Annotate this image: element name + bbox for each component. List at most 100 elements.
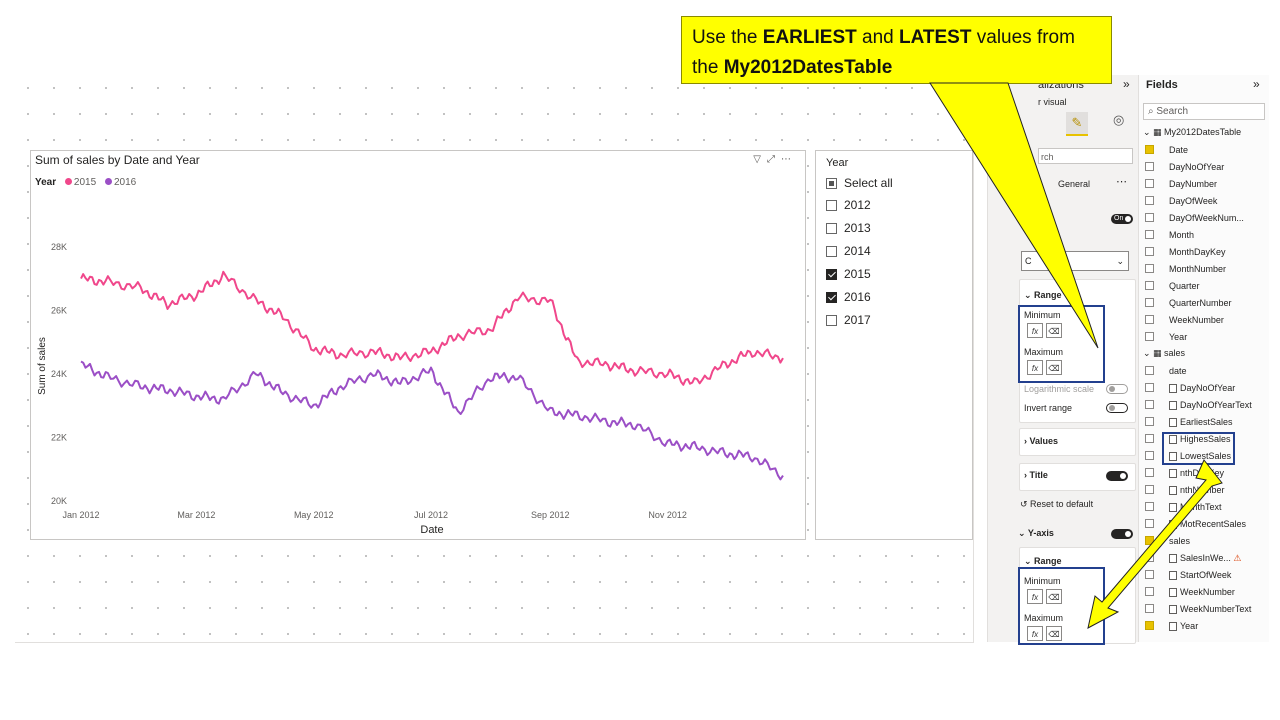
- analytics-icon[interactable]: ◎: [1113, 112, 1125, 127]
- table-header[interactable]: ⌄ ▦ My2012DatesTable: [1143, 127, 1242, 137]
- slicer-item-2013[interactable]: 2013: [826, 221, 871, 237]
- field-checkbox[interactable]: [1145, 587, 1154, 596]
- format-search-input[interactable]: rch: [1038, 148, 1133, 164]
- field-item[interactable]: sales: [1145, 535, 1190, 549]
- field-item[interactable]: DayOfWeek: [1145, 195, 1217, 209]
- field-checkbox[interactable]: [1145, 502, 1154, 511]
- y-axis-section[interactable]: ⌄ Y-axis: [1018, 528, 1054, 539]
- field-item[interactable]: Year: [1145, 620, 1198, 634]
- y-range-header[interactable]: ⌄ Range: [1024, 556, 1062, 567]
- field-checkbox[interactable]: [1145, 383, 1154, 392]
- field-checkbox[interactable]: [1145, 451, 1154, 460]
- field-item[interactable]: EarliestSales: [1145, 416, 1233, 430]
- field-item[interactable]: DayNoOfYear: [1145, 382, 1235, 396]
- field-item[interactable]: DayNoOfYear: [1145, 161, 1224, 175]
- field-checkbox[interactable]: [1145, 298, 1154, 307]
- title-section[interactable]: › Title: [1024, 470, 1048, 480]
- section-toggle[interactable]: [1111, 214, 1133, 224]
- field-item[interactable]: WeekNumberText: [1145, 603, 1251, 617]
- field-checkbox[interactable]: [1145, 434, 1154, 443]
- fields-search-input[interactable]: ⌕ Search: [1143, 103, 1265, 120]
- field-checkbox[interactable]: [1145, 400, 1154, 409]
- fx-button[interactable]: fx: [1027, 589, 1043, 604]
- slicer-checkbox[interactable]: [826, 178, 837, 189]
- slicer-checkbox[interactable]: [826, 223, 837, 234]
- slicer-checkbox[interactable]: [826, 315, 837, 326]
- slicer-checkbox[interactable]: [826, 200, 837, 211]
- field-checkbox[interactable]: [1145, 570, 1154, 579]
- eraser-icon[interactable]: ⌫: [1046, 360, 1062, 375]
- field-checkbox[interactable]: [1145, 519, 1154, 528]
- eraser-icon[interactable]: ⌫: [1046, 589, 1062, 604]
- field-checkbox[interactable]: [1145, 196, 1154, 205]
- line-chart-visual[interactable]: Sum of sales by Date and Year ▽⤢⋯ Year 2…: [30, 150, 806, 540]
- field-item[interactable]: Month: [1145, 229, 1194, 243]
- field-item[interactable]: LowestSales: [1145, 450, 1231, 464]
- x-range-header[interactable]: ⌄ Range: [1024, 290, 1062, 301]
- invert-range-toggle[interactable]: [1106, 403, 1128, 413]
- slicer-item-2014[interactable]: 2014: [826, 244, 871, 260]
- field-checkbox[interactable]: [1145, 162, 1154, 171]
- field-item[interactable]: date: [1145, 365, 1187, 379]
- more-options-icon[interactable]: ⋯: [781, 154, 797, 165]
- field-item[interactable]: Year: [1145, 331, 1187, 345]
- field-checkbox[interactable]: [1145, 213, 1154, 222]
- slicer-checkbox[interactable]: [826, 292, 837, 303]
- more-options-icon[interactable]: ⋯: [1116, 176, 1127, 188]
- field-item[interactable]: MonthText: [1145, 501, 1222, 515]
- field-checkbox[interactable]: [1145, 179, 1154, 188]
- slicer-item-2015[interactable]: 2015: [826, 267, 871, 283]
- field-checkbox[interactable]: [1145, 417, 1154, 426]
- field-item[interactable]: Quarter: [1145, 280, 1200, 294]
- fx-button[interactable]: fx: [1027, 626, 1043, 641]
- format-visual-icon[interactable]: ✎: [1066, 112, 1088, 136]
- field-item[interactable]: Date: [1145, 144, 1188, 158]
- field-checkbox[interactable]: [1145, 247, 1154, 256]
- collapse-pane-icon[interactable]: »: [1253, 77, 1260, 91]
- field-checkbox[interactable]: [1145, 230, 1154, 239]
- log-scale-toggle[interactable]: [1106, 384, 1128, 394]
- slicer-item-2017[interactable]: 2017: [826, 313, 871, 329]
- reset-to-default-link[interactable]: ↺ Reset to default: [1020, 499, 1093, 510]
- values-card[interactable]: [1019, 428, 1136, 456]
- field-item[interactable]: StartOfWeek: [1145, 569, 1231, 583]
- slicer-checkbox[interactable]: [826, 246, 837, 257]
- field-item[interactable]: WeekNumber: [1145, 586, 1235, 600]
- fx-button[interactable]: fx: [1027, 360, 1043, 375]
- legend-label-2015[interactable]: 2015: [73, 177, 97, 188]
- field-item[interactable]: HighesSales: [1145, 433, 1231, 447]
- field-checkbox[interactable]: [1145, 315, 1154, 324]
- field-item[interactable]: QuarterNumber: [1145, 297, 1232, 311]
- field-checkbox[interactable]: [1145, 332, 1154, 341]
- fx-button[interactable]: fx: [1027, 323, 1043, 338]
- field-item[interactable]: DayNoOfYearText: [1145, 399, 1252, 413]
- tab-general[interactable]: General: [1058, 179, 1091, 189]
- eraser-icon[interactable]: ⌫: [1046, 323, 1062, 338]
- title-toggle[interactable]: [1106, 471, 1128, 481]
- field-checkbox[interactable]: [1145, 366, 1154, 375]
- collapse-pane-icon[interactable]: »: [1123, 77, 1130, 91]
- table-header[interactable]: ⌄ ▦ sales: [1143, 348, 1186, 358]
- slicer-item-2012[interactable]: 2012: [826, 198, 871, 214]
- slicer-item-2016[interactable]: 2016: [826, 290, 871, 306]
- field-checkbox[interactable]: [1145, 604, 1154, 613]
- field-item[interactable]: MonthDayKey: [1145, 246, 1226, 260]
- y-axis-toggle[interactable]: [1111, 529, 1133, 539]
- field-item[interactable]: MonthNumber: [1145, 263, 1226, 277]
- field-checkbox[interactable]: [1145, 485, 1154, 494]
- field-item[interactable]: DayOfWeekNum...: [1145, 212, 1244, 226]
- field-item[interactable]: DayNumber: [1145, 178, 1217, 192]
- values-section[interactable]: › Values: [1024, 436, 1058, 446]
- focus-mode-icon[interactable]: ⤢: [767, 154, 781, 165]
- field-checkbox[interactable]: [1145, 145, 1154, 154]
- field-checkbox[interactable]: [1145, 281, 1154, 290]
- slicer-checkbox[interactable]: [826, 269, 837, 280]
- field-item[interactable]: WeekNumber: [1145, 314, 1224, 328]
- slicer-item-select-all[interactable]: Select all: [826, 176, 893, 192]
- legend-label-2016[interactable]: 2016: [113, 177, 137, 188]
- field-checkbox[interactable]: [1145, 264, 1154, 273]
- eraser-icon[interactable]: ⌫: [1046, 626, 1062, 641]
- field-checkbox[interactable]: [1145, 536, 1154, 545]
- field-checkbox[interactable]: [1145, 468, 1154, 477]
- filter-icon[interactable]: ▽: [753, 154, 767, 165]
